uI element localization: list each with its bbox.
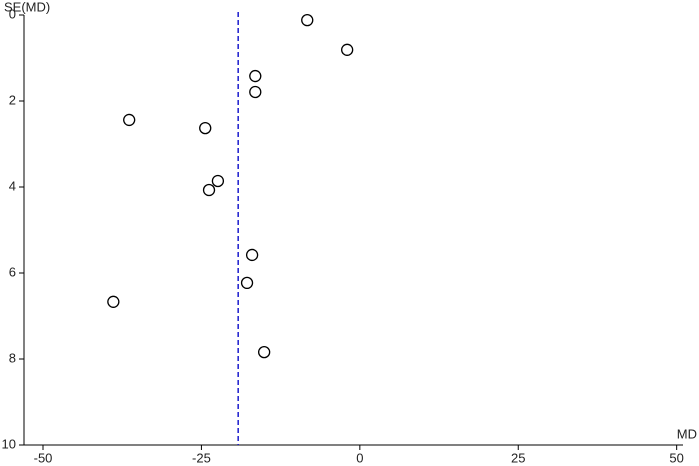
- point: [240, 276, 254, 290]
- point: [258, 345, 271, 359]
- point: [245, 248, 259, 262]
- x-tick-label: 25: [511, 450, 525, 465]
- point: [249, 69, 262, 83]
- y-tick-label: 2: [9, 92, 16, 107]
- x-tick-label: -50: [34, 450, 53, 465]
- x-tick-label: 0: [356, 450, 363, 465]
- point: [341, 43, 354, 56]
- y-tick-label: 8: [9, 350, 16, 365]
- y-tick-label: 6: [9, 264, 16, 279]
- point: [199, 121, 212, 135]
- y-axis-label: SE(MD): [4, 0, 50, 14]
- point: [211, 174, 225, 188]
- y-tick-label: 0: [9, 6, 16, 21]
- y-tick-label: 10: [2, 436, 16, 451]
- point: [301, 14, 314, 27]
- y-tick-label: 4: [9, 178, 16, 193]
- x-tick-label: 50: [669, 450, 683, 465]
- point: [107, 295, 120, 308]
- point: [123, 113, 136, 127]
- x-tick-label: -25: [192, 450, 211, 465]
- point: [202, 183, 216, 197]
- x-axis-label: MD: [677, 426, 697, 441]
- point: [249, 85, 262, 99]
